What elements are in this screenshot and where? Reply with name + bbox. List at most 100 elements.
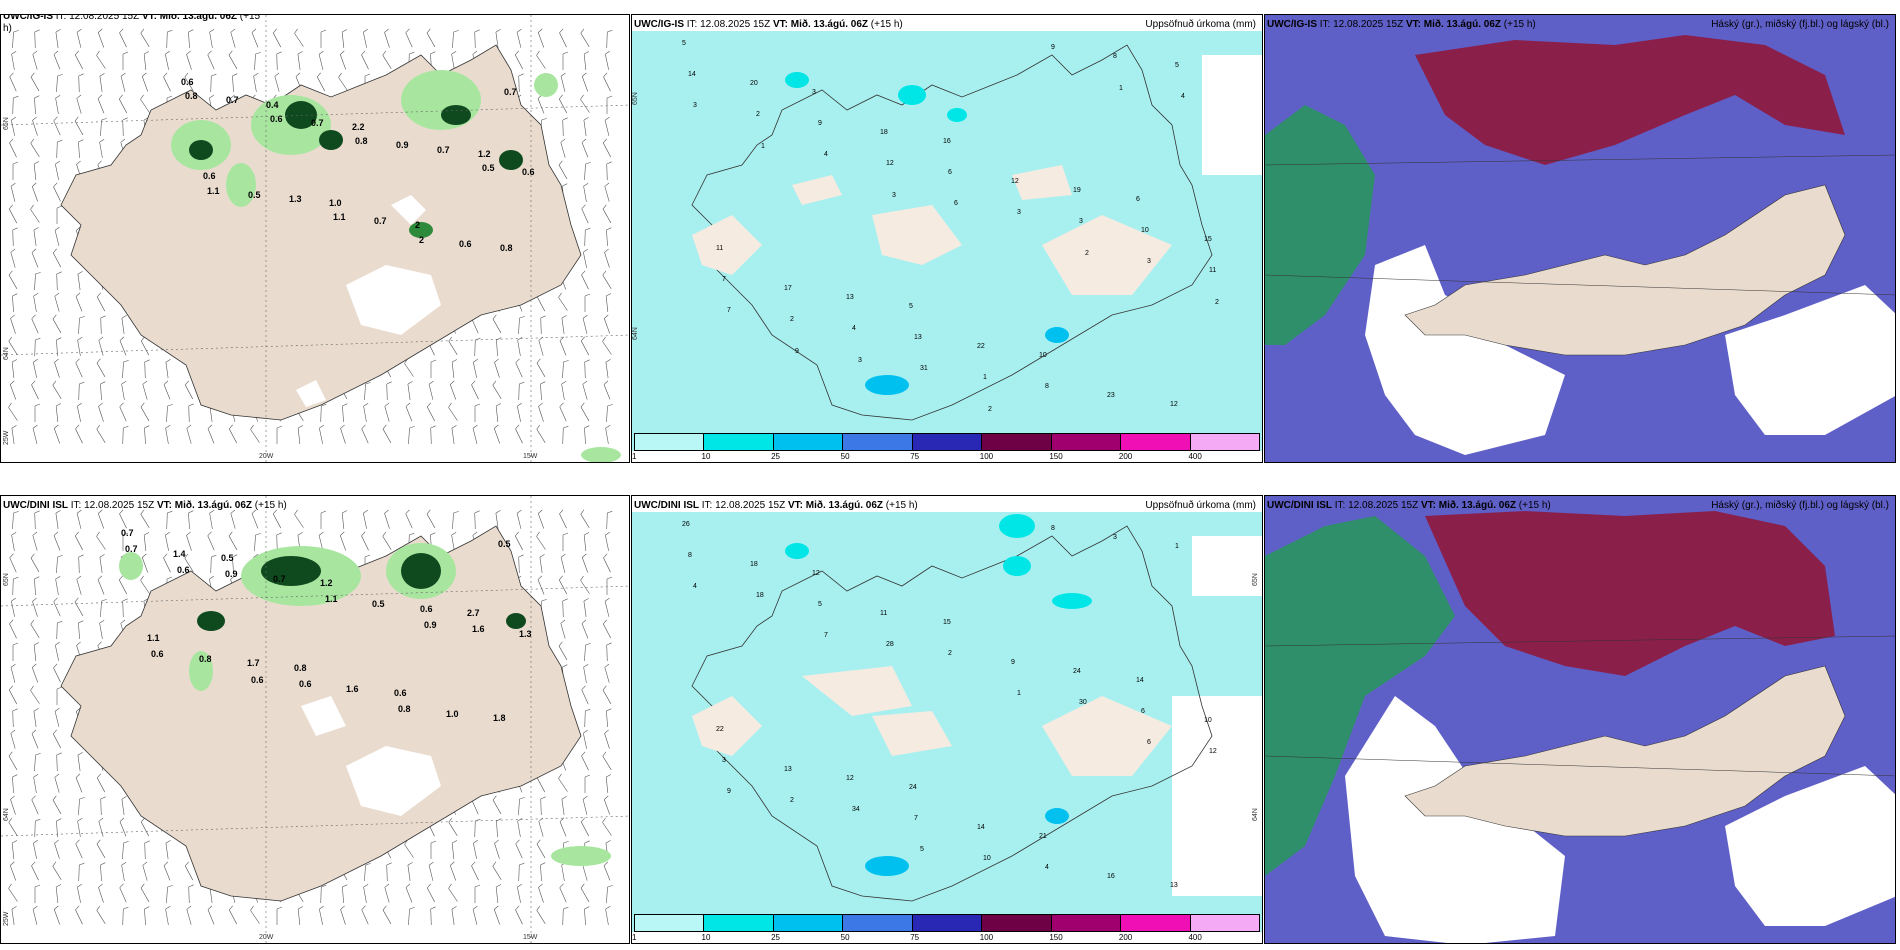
panel-field-title: Uppsöfnuð úrkoma (mm) — [1145, 19, 1256, 30]
wind-barb — [12, 642, 19, 661]
value-label: 2 — [415, 220, 420, 230]
value-label: 0.7 — [125, 544, 138, 554]
wind-barb — [492, 795, 502, 815]
panel-header: UWC/DINI ISL IT: 12.08.2025 15Z VT: Mið.… — [1267, 500, 1551, 512]
wind-barb — [493, 905, 501, 925]
wind-barb — [517, 337, 523, 356]
wind-barb — [184, 72, 194, 91]
high-cloud-area — [1425, 511, 1835, 676]
wind-barb — [584, 162, 591, 181]
wind-barb — [251, 509, 259, 529]
wind-barb — [538, 402, 544, 422]
wind-barb — [166, 29, 173, 49]
init-time: 12.08.2025 15Z — [1348, 500, 1419, 511]
value-label: 7 — [727, 307, 731, 314]
wind-barb — [361, 905, 369, 925]
colorbar-segment — [1121, 915, 1191, 931]
wind-barb — [54, 839, 60, 859]
wind-barb — [496, 818, 502, 838]
colorbar-tick-label: 400 — [1188, 452, 1202, 461]
wind-barb — [297, 425, 304, 444]
value-label: 6 — [954, 200, 958, 207]
value-label: 0.6 — [177, 565, 190, 575]
wind-barb — [76, 28, 82, 48]
wind-barb — [408, 426, 415, 445]
value-label: 9 — [795, 348, 799, 355]
wind-barb — [492, 861, 502, 880]
wind-barb — [99, 620, 105, 639]
wind-barb — [141, 72, 149, 92]
wind-barb — [11, 906, 17, 925]
wind-barb — [32, 424, 38, 444]
valid-time-label: VT: — [141, 14, 157, 22]
wind-barb — [540, 862, 546, 882]
colorbar-segment — [704, 434, 774, 450]
wind-barb — [604, 663, 610, 683]
wind-barb — [474, 818, 481, 838]
wind-barb — [100, 796, 106, 816]
valid-time: Mið. 13.ágú. 06Z — [805, 500, 883, 511]
wind-barb — [33, 161, 40, 180]
wind-barb — [518, 381, 525, 401]
wind-barb — [539, 554, 545, 573]
value-label: 10 — [983, 855, 991, 862]
value-label: 31 — [920, 365, 928, 372]
wind-barb — [581, 138, 589, 158]
colorbar-segment — [635, 434, 705, 450]
value-label: 12 — [886, 160, 894, 167]
wind-barb — [581, 553, 589, 573]
wind-barb — [100, 315, 106, 335]
value-label: 10 — [1141, 227, 1149, 234]
lat-lon-grid — [1, 496, 629, 943]
wind-barb — [8, 402, 18, 421]
wind-barb — [56, 555, 63, 574]
wind-barb — [386, 862, 392, 882]
wind-barb — [10, 729, 16, 749]
wind-barb — [75, 292, 83, 312]
value-label: 7 — [914, 815, 918, 822]
wind-barb — [98, 883, 104, 903]
value-label: 0.6 — [181, 77, 194, 87]
wind-barb — [54, 707, 60, 727]
wind-barb — [96, 358, 106, 378]
wind-barb — [604, 729, 610, 749]
value-label: 1.4 — [173, 549, 186, 559]
colorbar-segment — [1051, 434, 1122, 450]
value-label: 10 — [1204, 717, 1212, 724]
colorbar-segment — [1190, 915, 1259, 931]
value-label: 5 — [920, 846, 924, 853]
wind-barb — [166, 885, 173, 904]
wind-barb — [386, 381, 392, 401]
wind-barb — [163, 72, 171, 92]
wind-barb — [515, 424, 523, 444]
wind-barb — [364, 382, 371, 401]
colorbar-tick-label: 10 — [701, 933, 711, 942]
wind-barb — [75, 358, 83, 378]
clear-area — [391, 195, 426, 225]
wind-barb — [562, 532, 569, 551]
wind-barb — [54, 292, 60, 312]
wind-barb — [558, 575, 568, 595]
value-label: 30 — [1079, 699, 1087, 706]
wind-barb — [582, 795, 588, 815]
value-label: 0.8 — [199, 654, 212, 664]
value-label: 0.7 — [311, 118, 324, 128]
value-label: 13 — [846, 294, 854, 301]
value-label: 3 — [1079, 218, 1083, 225]
wind-barb — [77, 271, 83, 290]
wind-barb — [78, 316, 85, 335]
wind-barb — [606, 576, 613, 595]
wind-barb — [143, 51, 150, 70]
iceland-landmass — [1404, 184, 1846, 356]
wind-barb — [382, 905, 392, 925]
wind-barb — [144, 906, 150, 926]
value-label: 5 — [818, 601, 822, 608]
wind-barb — [140, 509, 150, 528]
wind-barb — [584, 293, 591, 312]
wind-barb — [184, 861, 194, 881]
lat-label-64: 64N — [632, 327, 639, 340]
init-time-label: IT: — [1319, 19, 1331, 30]
wind-barb — [537, 28, 545, 48]
wind-barb — [12, 576, 19, 596]
wind-barb — [448, 402, 458, 421]
